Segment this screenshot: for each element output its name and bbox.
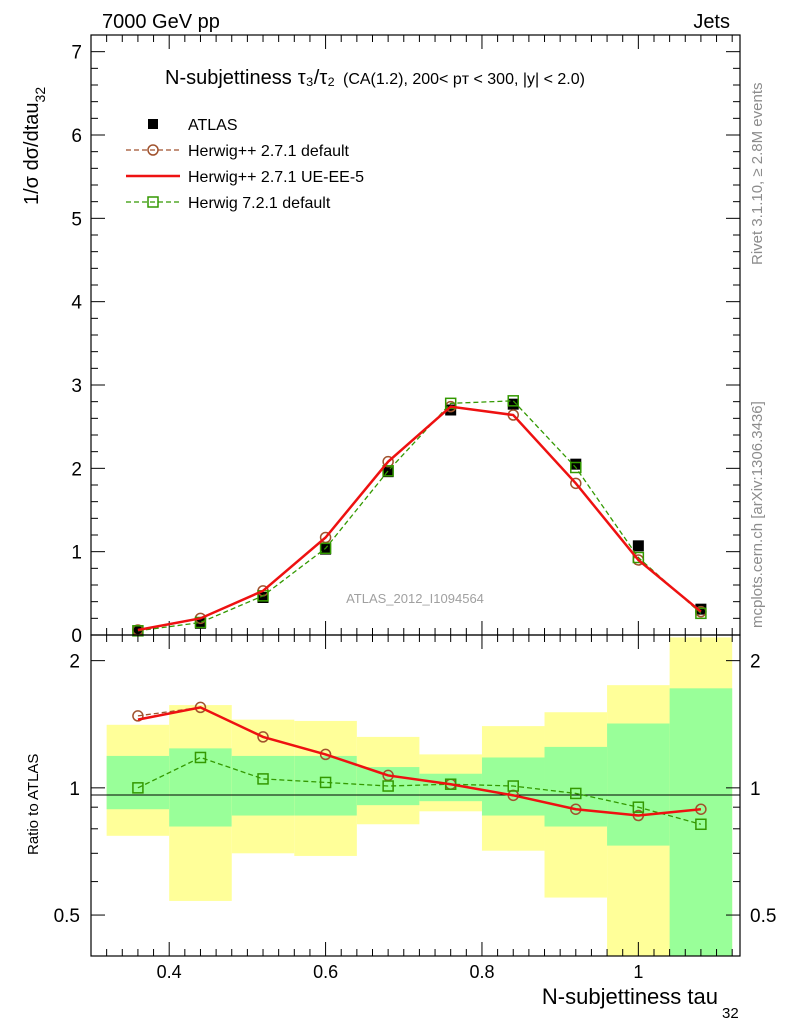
atlas-data-point <box>445 404 457 416</box>
ratio-tick-label-right: 2 <box>750 652 761 673</box>
legend-label: ATLAS <box>188 117 238 134</box>
y-axis-label-sub: 32 <box>32 87 48 103</box>
legend-label: Herwig++ 2.7.1 UE-EE-5 <box>188 169 364 186</box>
mcplots-label: mcplots.cern.ch [arXiv:1306.3436] <box>749 401 766 628</box>
ratio-band-inner <box>169 748 232 827</box>
y-axis-label-text: 1/σ dσ/dtau <box>21 102 43 205</box>
series-marker-2 <box>507 395 519 407</box>
main-tick-labels: 0 1 2 3 4 5 6 7 <box>71 43 82 647</box>
legend-marker <box>147 196 159 208</box>
ratio-marker-2 <box>194 751 207 764</box>
y-tick-label: 7 <box>71 43 82 64</box>
ratio-marker-2 <box>132 782 144 794</box>
y-tick-label: 0 <box>71 626 82 647</box>
legend-marker-atlas <box>148 119 158 129</box>
x-tick-label: 0.6 <box>313 962 338 982</box>
ratio-band-inner <box>294 755 357 816</box>
x-tick-labels: 0.4 0.6 0.8 1 <box>157 962 644 982</box>
header-left: 7000 GeV pp <box>102 11 220 33</box>
atlas-data-point <box>695 603 707 615</box>
y-axis-label: 1/σ dσ/dtau32 <box>21 87 48 205</box>
series-marker-2 <box>695 607 707 620</box>
atlas-data-point <box>632 540 644 552</box>
main-panel: 0 1 2 3 4 5 6 7 ATLAS_2012_I1094564 N-subjettin… <box>71 34 741 647</box>
legend-marker <box>147 144 159 156</box>
ratio-band-inner <box>607 723 670 846</box>
legend-label: Herwig++ 2.7.1 default <box>188 143 350 160</box>
x-tick-label: 0.4 <box>157 962 182 982</box>
ratio-tick-label: 1 <box>69 779 80 800</box>
ratio-band-inner <box>669 688 733 956</box>
plot-title-detail: (CA(1.2), 200< pᴛ < 300, |y| < 2.0) <box>343 71 585 88</box>
y-tick-label: 3 <box>71 376 82 397</box>
header-right: Jets <box>693 11 730 33</box>
series-marker-2 <box>319 542 332 555</box>
atlas-data-point <box>320 543 332 555</box>
ratio-band-inner <box>544 746 608 827</box>
y-tick-label: 2 <box>71 459 82 480</box>
legend: ATLAS Herwig++ 2.7.1 default Herwig++ 2.7.… <box>126 117 364 212</box>
series-marker-2 <box>444 397 457 410</box>
atlas-data-point <box>570 458 582 470</box>
y-tick-label: 5 <box>71 209 82 230</box>
ratio-marker-0 <box>319 748 332 761</box>
ratio-marker-2 <box>507 780 519 792</box>
series-marker-2 <box>632 551 645 564</box>
series-marker-2 <box>382 465 394 477</box>
main-series <box>132 395 707 637</box>
series-marker-0 <box>319 531 332 544</box>
x-axis-label-sub: 32 <box>722 1005 739 1022</box>
ratio-tick-label: 0.5 <box>54 906 80 927</box>
y-tick-label: 6 <box>71 126 82 147</box>
ratio-tick-label-right: 0.5 <box>750 906 776 927</box>
y-tick-label: 1 <box>71 543 82 564</box>
main-ticks <box>91 34 740 636</box>
x-axis-label: N-subjettiness tau <box>542 984 718 1009</box>
ratio-marker-2 <box>570 787 582 800</box>
legend-label: Herwig 7.2.1 default <box>188 195 331 212</box>
ratio-marker-2 <box>319 776 332 789</box>
series-marker-0 <box>382 455 394 468</box>
ratio-marker-2 <box>695 818 707 831</box>
ratio-ticks <box>91 635 740 957</box>
ratio-tick-label: 2 <box>69 652 80 673</box>
series-marker-0 <box>570 477 582 490</box>
ratio-tick-labels: 0.5 0.5 1 1 2 2 <box>54 652 777 927</box>
plot-title-ratio: τ₃/τ₂ <box>298 67 335 89</box>
y-tick-label: 4 <box>71 293 82 314</box>
series-line-2 <box>137 400 702 632</box>
atlas-data-point <box>257 592 269 603</box>
ratio-marker-2 <box>257 773 269 785</box>
x-tick-label: 0.8 <box>469 962 494 982</box>
ratio-frame <box>90 634 741 957</box>
ratio-tick-label-right: 1 <box>750 779 761 800</box>
ratio-band-inner <box>231 755 295 816</box>
ratio-line-2 <box>137 756 702 825</box>
plot-title: N-subjettiness τ₃/τ₂ (CA(1.2), 200< pᴛ < 3… <box>165 67 585 89</box>
atlas-data-point <box>507 398 519 410</box>
ratio-marker-0 <box>132 710 144 722</box>
ratio-line-1 <box>137 706 702 817</box>
ratio-panel: 0.5 0.5 1 1 2 2 0.4 0.6 0.8 1 <box>54 634 777 982</box>
x-tick-label: 1 <box>633 962 643 982</box>
ratio-bands <box>106 637 733 956</box>
rivet-label: Rivet 3.1.10, ≥ 2.8M events <box>749 83 766 266</box>
series-marker-2 <box>570 461 582 474</box>
ratio-marker-2 <box>632 801 645 813</box>
series-line-1 <box>137 405 702 632</box>
ratio-marker-2 <box>382 780 394 792</box>
analysis-watermark: ATLAS_2012_I1094564 <box>346 591 484 606</box>
ratio-marker-0 <box>257 731 269 743</box>
ratio-series <box>132 701 707 831</box>
ratio-axis-label: Ratio to ATLAS <box>25 754 42 855</box>
plot-title-main: N-subjettiness <box>165 67 292 89</box>
